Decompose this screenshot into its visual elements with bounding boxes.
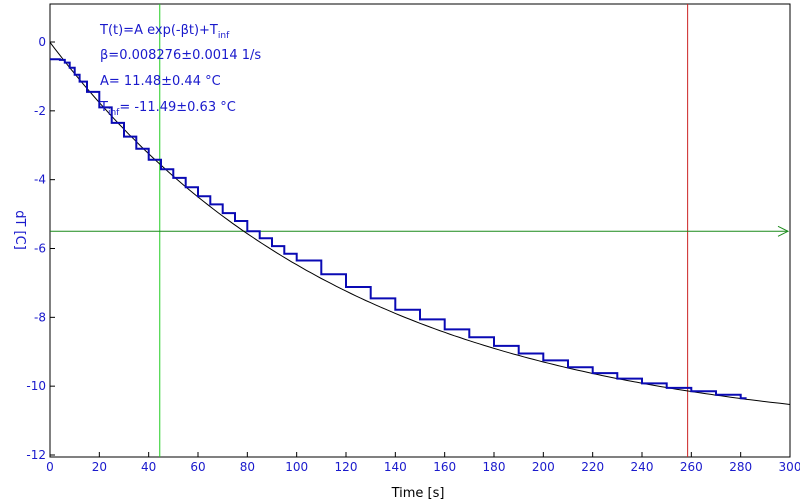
x-tick-label: 100	[285, 460, 308, 474]
arrow-right-icon	[777, 225, 790, 237]
y-tick-label: -4	[34, 173, 46, 187]
y-tick-label: -8	[34, 310, 46, 324]
x-tick-label: 180	[483, 460, 506, 474]
fit-annotation-line1: T(t)=A exp(-βt)+Tinf	[99, 23, 230, 41]
x-tick-label: 140	[384, 460, 407, 474]
x-tick-label: 40	[141, 460, 156, 474]
x-tick-label: 300	[779, 460, 800, 474]
x-tick-label: 260	[680, 460, 703, 474]
x-tick-label: 160	[433, 460, 456, 474]
x-tick-label: 200	[532, 460, 555, 474]
x-tick-label: 80	[240, 460, 255, 474]
y-tick-label: -10	[26, 379, 46, 393]
x-tick-label: 220	[581, 460, 604, 474]
y-tick-label: 0	[38, 35, 46, 49]
y-tick-label: -2	[34, 104, 46, 118]
y-axis-title: dT [C]	[12, 210, 27, 250]
x-tick-label: 60	[190, 460, 205, 474]
fit-annotation-amplitude: A= 11.48±0.44 °C	[100, 74, 221, 89]
y-tick-label: -6	[34, 242, 46, 256]
data-series	[50, 58, 747, 400]
x-tick-label: 0	[46, 460, 54, 474]
ticks: 0 20 40 60 80 100 120 140 160 180 200 220 240 260 280 3…	[26, 35, 800, 474]
fit-annotation-beta: β=0.008276±0.0014 1/s	[100, 48, 261, 63]
x-tick-label: 120	[335, 460, 358, 474]
x-axis-title: Time [s]	[391, 486, 445, 501]
x-tick-label: 240	[631, 460, 654, 474]
x-tick-label: 20	[92, 460, 107, 474]
fit-annotation-tinf: Tinf= -11.49±0.63 °C	[99, 100, 236, 118]
cursor-lines[interactable]	[50, 4, 790, 457]
plot-frame	[49, 3, 791, 458]
x-tick-label: 280	[729, 460, 752, 474]
y-tick-label: -12	[26, 448, 46, 462]
fit-curve	[49, 41, 791, 405]
